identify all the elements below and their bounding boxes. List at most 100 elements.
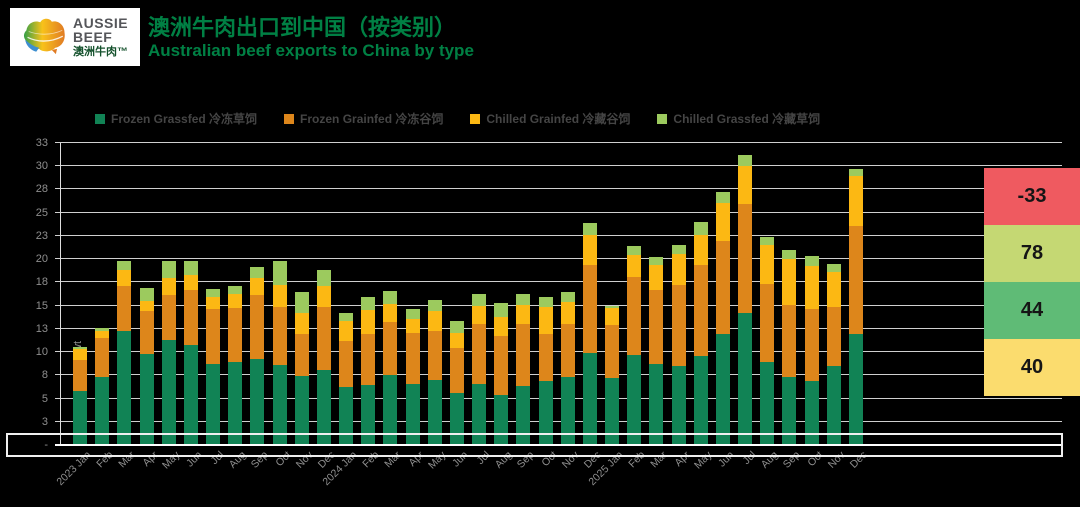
bar-segment (671, 366, 686, 445)
bar-segment (472, 305, 487, 325)
bar-segment (161, 295, 176, 340)
legend-item: Chilled Grainfed 冷藏谷饲 (470, 110, 630, 127)
bar-segment (73, 391, 87, 445)
y-tick-label: - (44, 439, 48, 451)
bar-segment (95, 327, 110, 331)
bar-segment (494, 302, 509, 317)
bar-segment (627, 246, 642, 255)
bar-segment (272, 365, 287, 445)
bar-segment (782, 249, 797, 260)
legend-label: Frozen Grassfed 冷冻草饲 (111, 112, 258, 126)
bar-segment (826, 272, 841, 308)
bar-segment (848, 334, 863, 445)
bar-segment (804, 380, 819, 445)
bar-segment (316, 306, 331, 370)
legend-item: Frozen Grainfed 冷冻谷饲 (284, 110, 443, 127)
bar-segment (738, 166, 753, 205)
bar-segment (738, 204, 753, 314)
bar-segment (117, 330, 132, 445)
bar-segment (715, 334, 730, 445)
bar-segment (582, 222, 597, 235)
bar-segment (383, 303, 398, 323)
australia-map-icon (16, 13, 68, 62)
bar-segment (95, 330, 110, 339)
bar-segment (117, 286, 132, 331)
bar-segment (228, 308, 243, 363)
gridline (55, 327, 1062, 329)
bar-segment (671, 253, 686, 286)
bar-segment (605, 308, 620, 326)
bar-segment (560, 377, 575, 445)
bar-segment (649, 257, 664, 265)
x-axis-line (55, 444, 1062, 446)
bar-segment (848, 169, 863, 177)
bar-segment (250, 266, 265, 278)
bar-segment (294, 334, 309, 377)
bar-segment (316, 369, 331, 445)
bar-segment (560, 301, 575, 325)
bar-segment (405, 318, 420, 333)
bar-segment (228, 286, 243, 295)
bar-segment (627, 254, 642, 277)
bar-segment (605, 378, 620, 445)
bar-segment (161, 277, 176, 296)
summary-box-green: 44 (984, 282, 1080, 339)
bar-segment (826, 307, 841, 367)
bar-segment (760, 236, 775, 246)
y-tick-label: 15 (35, 299, 48, 312)
gridline (55, 374, 1062, 376)
bar-segment (183, 289, 198, 345)
y-tick-label: 30 (35, 160, 48, 173)
chart-legend: Frozen Grassfed 冷冻草饲 Frozen Grainfed 冷冻谷饲… (95, 110, 820, 127)
gridline (55, 304, 1062, 306)
bar-segment (472, 294, 487, 306)
summary-box-red: -33 (984, 168, 1080, 225)
bar-segment (760, 284, 775, 363)
bar-segment (117, 261, 132, 271)
bar-segment (760, 362, 775, 445)
summary-panel: -33 78 44 40 (984, 168, 1080, 396)
bar-segment (582, 264, 597, 354)
bar-segment (294, 313, 309, 335)
bar-segment (161, 261, 176, 278)
bar-segment (272, 306, 287, 366)
bar-segment (693, 222, 708, 235)
bar-segment (560, 291, 575, 302)
legend-swatch-icon (470, 113, 481, 124)
bar-segment (560, 324, 575, 378)
bar-segment (95, 338, 110, 378)
bar-segment (206, 288, 221, 298)
bar-segment (361, 334, 376, 385)
bar-segment (228, 362, 243, 445)
gridline (55, 211, 1062, 213)
bar-segment (605, 305, 620, 309)
bar-segment (715, 192, 730, 204)
logo-word-aussie: AUSSIE (73, 15, 129, 31)
y-tick-label: 20 (35, 253, 48, 266)
bar-segment (516, 385, 531, 445)
bar-segment (848, 225, 863, 335)
y-tick-label: 23 (35, 229, 48, 242)
logo-chinese: 澳洲牛肉™ (73, 46, 128, 58)
bar-segment (494, 336, 509, 395)
gridline (55, 142, 1062, 143)
legend-label: Frozen Grainfed 冷冻谷饲 (300, 112, 444, 126)
bar-segment (272, 261, 287, 286)
bar-segment (383, 322, 398, 376)
bar-segment (449, 348, 464, 393)
legend-swatch-icon (284, 113, 295, 124)
bar-segment (427, 300, 442, 312)
bar-segment (848, 176, 863, 226)
bar-segment (582, 235, 597, 265)
legend-label: Chilled Grainfed 冷藏谷饲 (486, 112, 631, 126)
bar-segment (73, 349, 87, 361)
legend-item: Chilled Grassfed 冷藏草饲 (657, 110, 820, 127)
bar-segment (361, 384, 376, 445)
bar-segment (649, 264, 664, 290)
bar-segment (472, 383, 487, 445)
y-tick-label: 25 (35, 206, 48, 219)
y-axis-line (60, 143, 61, 445)
bar-segment (383, 290, 398, 304)
bar-segment (627, 354, 642, 445)
bar-segment (183, 344, 198, 445)
